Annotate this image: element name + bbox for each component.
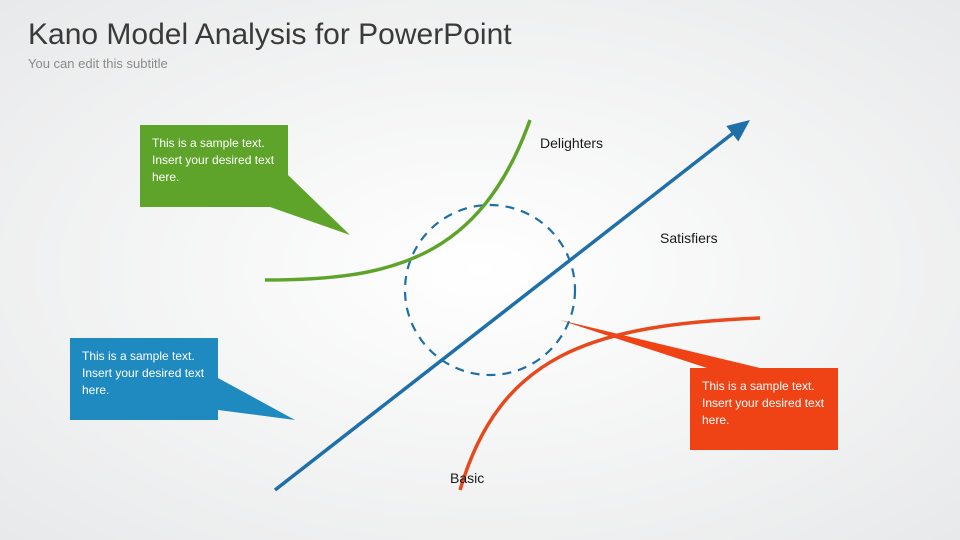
kano-diagram (0, 0, 960, 540)
label-satisfiers: Satisfiers (660, 230, 718, 246)
label-delighters: Delighters (540, 135, 603, 151)
callout-green[interactable]: This is a sample text.Insert your desire… (140, 125, 288, 207)
callout-red[interactable]: This is a sample text.Insert your desire… (690, 368, 838, 450)
label-basic: Basic (450, 470, 484, 486)
callout-blue[interactable]: This is a sample text.Insert your desire… (70, 338, 218, 420)
center-dashed-circle (405, 205, 575, 375)
satisfiers-arrow (275, 120, 750, 490)
